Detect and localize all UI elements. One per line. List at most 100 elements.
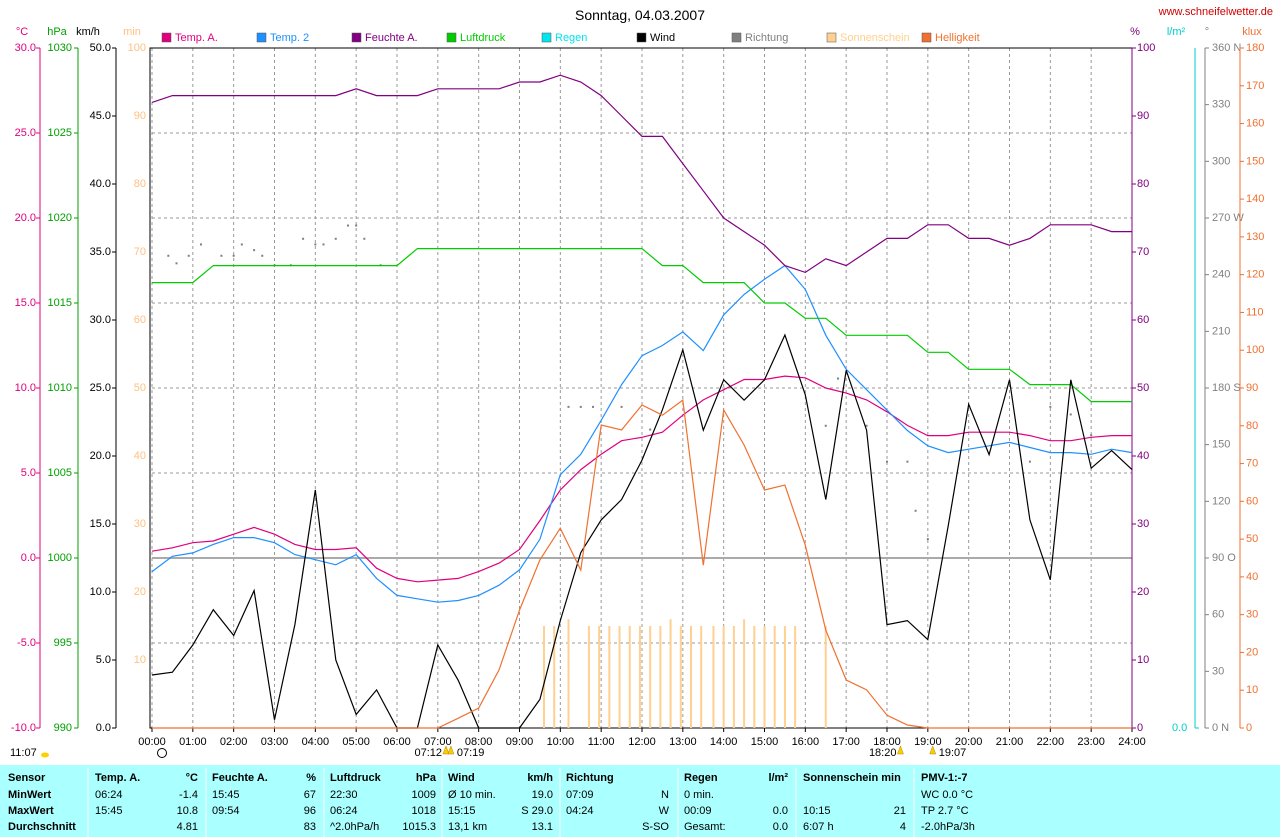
direction-dot — [567, 405, 570, 408]
direction-dot — [649, 428, 652, 431]
y-tick-label: 90 — [134, 110, 146, 122]
legend-label: Feuchte A. — [365, 32, 418, 44]
table-cell: 1018 — [412, 805, 436, 817]
table-cell: 06:24 — [330, 805, 358, 817]
y-tick-label: 30 — [1246, 609, 1258, 621]
direction-dot — [1090, 434, 1093, 437]
table-cell: 15:45 — [212, 789, 240, 801]
table-cell: 67 — [304, 789, 316, 801]
y-tick-label: 30 — [1137, 518, 1149, 530]
table-cell: 15:45 — [95, 805, 123, 817]
sunshine-bar — [638, 626, 641, 728]
annotation: 19:07 — [939, 747, 967, 759]
sunshine-bar — [712, 626, 715, 728]
x-tick-label: 12:00 — [628, 736, 656, 748]
data-line — [151, 375, 1132, 583]
direction-dot — [592, 405, 594, 408]
sunshine-bar — [753, 626, 756, 728]
axis-unit: l/m² — [1167, 26, 1186, 38]
sunshine-bar — [690, 626, 692, 728]
legend-swatch — [446, 32, 457, 43]
y-tick-label: 30 — [134, 518, 146, 530]
x-tick-label: 15:00 — [751, 736, 779, 748]
y-tick-label: 30.0 — [90, 314, 111, 326]
y-tick-label: -5.0 — [17, 637, 36, 649]
table-cell: km/h — [527, 772, 553, 784]
y-tick-label: 0.0 — [21, 552, 36, 564]
data-line — [151, 333, 1133, 729]
sunshine-bar — [553, 626, 556, 728]
table-cell: 19.0 — [532, 789, 553, 801]
table-cell: Wind — [448, 772, 475, 784]
y-tick-label: 0 — [1246, 722, 1252, 734]
y-tick-label: 1020 — [48, 212, 72, 224]
y-tick-label: 20.0 — [90, 450, 111, 462]
y-tick-label: 20.0 — [15, 212, 36, 224]
x-tick-label: 16:00 — [792, 736, 820, 748]
table-cell: Sonnenschein min — [803, 772, 901, 784]
y-tick-label: 80 — [1246, 420, 1258, 432]
chart-title: Sonntag, 04.03.2007 — [575, 7, 705, 23]
sunshine-bar — [567, 619, 570, 728]
y-tick-label: 0.0 — [96, 722, 111, 734]
y-tick-label: 1005 — [48, 467, 72, 479]
sunshine-bar — [587, 626, 590, 728]
y-tick-label: 15.0 — [90, 518, 111, 530]
y-tick-label: 20 — [1137, 586, 1149, 598]
table-cell: TP 2.7 °C — [921, 805, 969, 817]
table-cell: ^2.0hPa/h — [330, 821, 379, 833]
y-tick-label: 20 — [134, 586, 146, 598]
y-tick-label: 90 O — [1212, 552, 1236, 564]
x-tick-label: 20:00 — [955, 736, 983, 748]
x-tick-label: 18:00 — [873, 736, 901, 748]
legend-label: Temp. A. — [175, 32, 218, 44]
y-tick-label: 90 — [1246, 382, 1258, 394]
table-cell: Feuchte A. — [212, 772, 268, 784]
direction-dot — [314, 243, 317, 246]
y-tick-label: 100 — [1246, 344, 1264, 356]
y-tick-label: 30 — [1212, 665, 1224, 677]
direction-dot — [363, 237, 366, 240]
y-tick-label: 1030 — [48, 42, 72, 54]
moon-icon — [157, 748, 167, 758]
y-tick-label: -10.0 — [11, 722, 36, 734]
direction-dot — [620, 405, 623, 408]
y-tick-label: 170 — [1246, 80, 1264, 92]
x-tick-label: 24:00 — [1118, 736, 1146, 748]
x-tick-label: 19:00 — [914, 736, 942, 748]
table-cell: 0.0 — [773, 821, 788, 833]
direction-dot — [187, 254, 190, 257]
y-tick-label: 5.0 — [21, 467, 36, 479]
x-tick-label: 11:00 — [588, 736, 615, 748]
x-tick-label: 02:00 — [220, 736, 248, 748]
table-cell: S 29.0 — [521, 805, 553, 817]
direction-dot — [1049, 405, 1052, 408]
y-tick-label: 50 — [1137, 382, 1149, 394]
y-tick-label: 180 S — [1212, 382, 1241, 394]
y-tick-label: 140 — [1246, 193, 1264, 205]
y-tick-label: 130 — [1246, 231, 1264, 243]
x-tick-label: 04:00 — [302, 736, 330, 748]
sunshine-bar — [824, 626, 827, 728]
y-tick-label: 120 — [1246, 269, 1264, 281]
legend-swatch — [921, 32, 932, 43]
direction-dot — [200, 243, 202, 246]
table-cell: N — [661, 789, 669, 801]
stats-background — [0, 765, 1280, 837]
legend-label: Regen — [555, 32, 587, 44]
direction-dot — [837, 377, 839, 380]
x-tick-label: 01:00 — [179, 736, 207, 748]
sunshine-bar — [783, 626, 786, 728]
y-tick-label: 40 — [1246, 571, 1258, 583]
legend-swatch — [826, 32, 837, 43]
x-tick-label: 08:00 — [465, 736, 493, 748]
sunshine-bar — [659, 626, 662, 728]
table-cell: 0.0 — [773, 805, 788, 817]
legend-label: Helligkeit — [935, 32, 980, 44]
legend-swatch — [636, 32, 647, 43]
y-tick-label: 240 — [1212, 269, 1230, 281]
direction-dot — [1069, 413, 1072, 416]
direction-dot — [347, 224, 349, 227]
y-tick-label: 150 — [1212, 439, 1230, 451]
